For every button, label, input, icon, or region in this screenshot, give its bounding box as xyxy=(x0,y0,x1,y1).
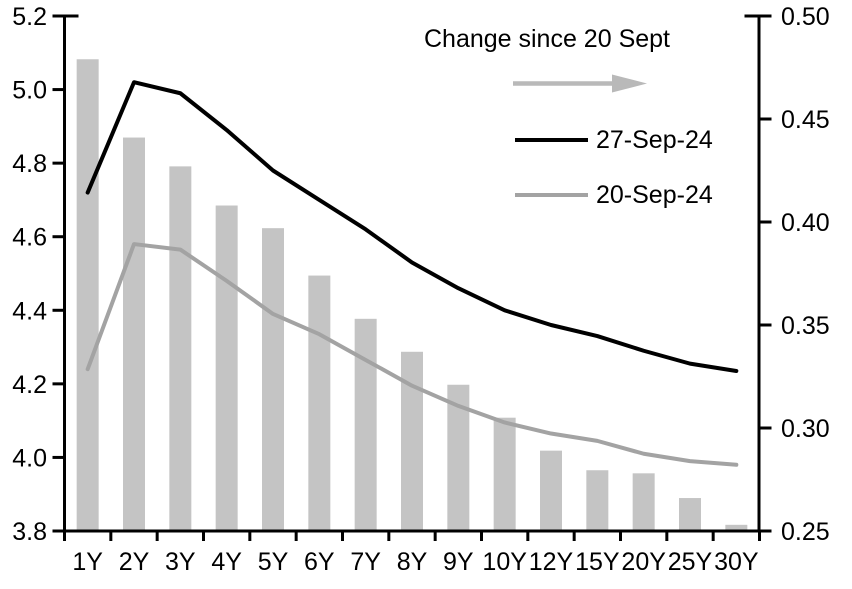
line-series-27-sep-24 xyxy=(85,80,739,373)
bar-change-30Y xyxy=(725,524,748,531)
y-left-tick-label: 5.0 xyxy=(12,77,47,105)
y-right-tick-label: 0.35 xyxy=(781,312,830,340)
x-tick-label-2Y: 2Y xyxy=(119,548,150,576)
y-right-tick-label: 0.30 xyxy=(781,415,830,443)
bar-change-25Y xyxy=(679,498,701,531)
bar-change-9Y xyxy=(447,384,470,531)
x-tick-label-6Y: 6Y xyxy=(304,548,335,576)
bar-change-10Y xyxy=(493,417,516,531)
legend-item-27-sep: 27-Sep-24 xyxy=(515,127,713,153)
x-tick-label-10Y: 10Y xyxy=(482,548,527,576)
x-tick-label-9Y: 9Y xyxy=(443,548,474,576)
y-left-tick-label: 4.8 xyxy=(12,150,47,178)
bar-change-12Y xyxy=(540,450,562,531)
y-left-tick-label: 3.8 xyxy=(12,518,47,546)
y-left-tick-label: 4.6 xyxy=(12,224,47,252)
bar-change-15Y xyxy=(586,470,609,531)
x-tick-label-25Y: 25Y xyxy=(668,548,713,576)
bar-change-6Y xyxy=(308,275,331,531)
change-arrow-head-icon xyxy=(612,74,647,93)
bar-change-4Y xyxy=(215,205,238,531)
y-right-tick-label: 0.50 xyxy=(781,3,830,31)
bar-change-2Y xyxy=(123,137,145,532)
legend-item-20-sep: 20-Sep-24 xyxy=(515,182,713,208)
x-tick-label-7Y: 7Y xyxy=(350,548,381,576)
x-tick-label-20Y: 20Y xyxy=(621,548,666,576)
x-tick-label-8Y: 8Y xyxy=(397,548,428,576)
line-series-20-sep-24 xyxy=(85,242,739,467)
line-swatch-27-sep xyxy=(515,138,588,142)
y-left-tick-label: 4.0 xyxy=(12,444,47,472)
bar-change-7Y xyxy=(354,318,377,531)
x-tick-label-12Y: 12Y xyxy=(529,548,574,576)
y-left-tick-label: 5.2 xyxy=(12,3,47,31)
y-right-tick-label: 0.25 xyxy=(781,518,830,546)
x-tick-label-5Y: 5Y xyxy=(258,548,289,576)
bar-change-8Y xyxy=(401,351,423,531)
y-left-tick-label: 4.2 xyxy=(12,371,47,399)
bar-change-3Y xyxy=(169,166,192,531)
legend-label-27-sep: 27-Sep-24 xyxy=(596,126,713,154)
x-tick-label-1Y: 1Y xyxy=(72,548,103,576)
x-tick-label-4Y: 4Y xyxy=(211,548,242,576)
x-tick-label-30Y: 30Y xyxy=(714,548,759,576)
y-right-tick-label: 0.40 xyxy=(781,209,830,237)
y-right-tick-label: 0.45 xyxy=(781,106,830,134)
y-left-tick-label: 4.4 xyxy=(12,297,47,325)
bar-change-5Y xyxy=(262,228,284,531)
x-tick-label-15Y: 15Y xyxy=(575,548,620,576)
line-swatch-20-sep xyxy=(515,193,588,197)
x-tick-label-3Y: 3Y xyxy=(165,548,196,576)
legend-title: Change since 20 Sept xyxy=(423,25,670,53)
bar-change-20Y xyxy=(632,473,655,531)
bar-change-1Y xyxy=(76,59,99,531)
legend-label-20-sep: 20-Sep-24 xyxy=(596,181,713,209)
